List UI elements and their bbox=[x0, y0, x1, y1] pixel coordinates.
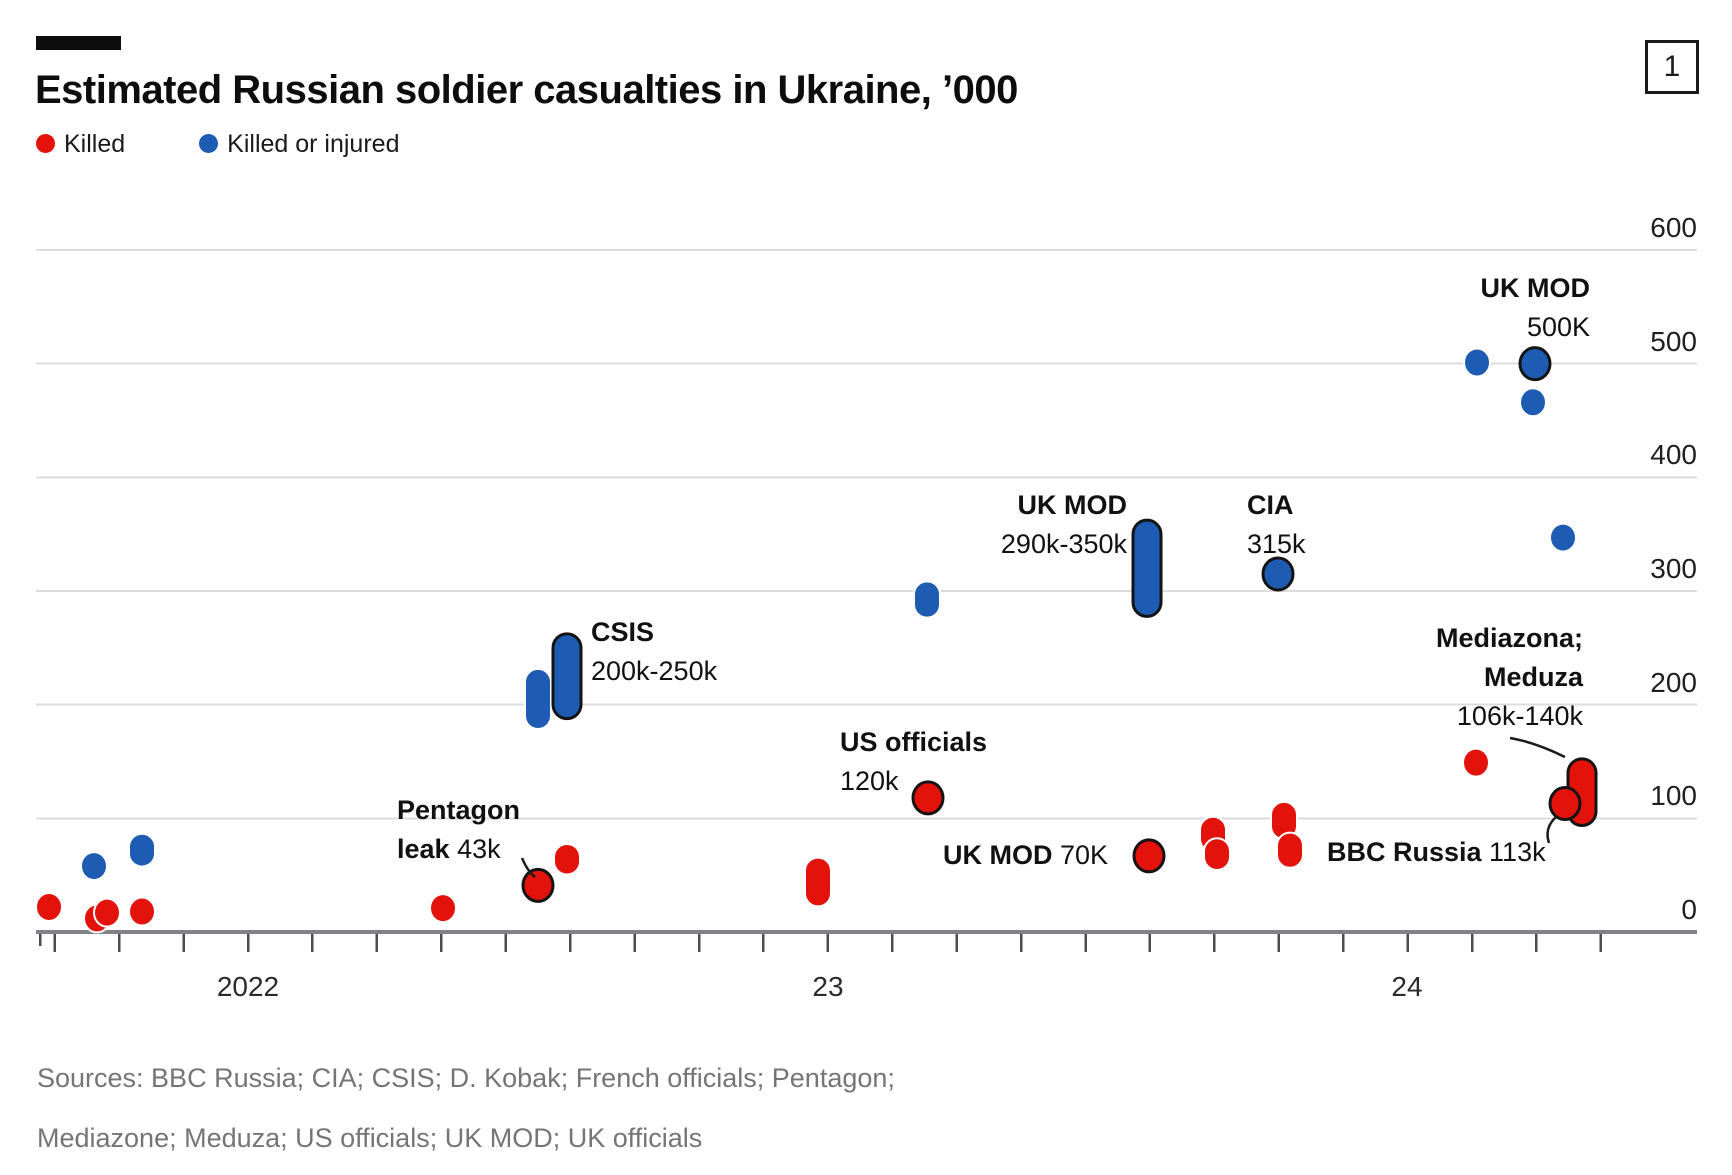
annotation-line: Mediazona; bbox=[1436, 619, 1583, 658]
sources-note: Sources: BBC Russia; CIA; CSIS; D. Kobak… bbox=[37, 1048, 895, 1168]
annotation-value-text: 120k bbox=[840, 766, 899, 796]
y-axis-label-300: 300 bbox=[1650, 552, 1697, 584]
legend-dot-icon bbox=[199, 134, 219, 153]
annotation-source-text: CIA bbox=[1247, 490, 1294, 520]
x-axis-label-2022: 2022 bbox=[216, 971, 280, 1002]
killed-or-injured-point-range-pill bbox=[524, 667, 552, 731]
footnote-marker: 1 bbox=[1663, 50, 1681, 83]
annotation-source-text: UK MOD bbox=[1480, 273, 1591, 303]
annotation-mediazona-meduza: Mediazona; Meduza 106k-140k bbox=[1436, 619, 1583, 736]
y-axis-label-600: 600 bbox=[1650, 211, 1697, 243]
annotation-value-text: 43k bbox=[457, 834, 501, 864]
chart-legend: Killed Killed or injured bbox=[36, 130, 400, 158]
legend-label: Killed bbox=[64, 130, 126, 158]
annotation-line: 106k-140k bbox=[1436, 697, 1583, 736]
annotation-line: Pentagon bbox=[397, 791, 520, 830]
sources-line-1: Sources: BBC Russia; CIA; CSIS; D. Kobak… bbox=[37, 1063, 895, 1093]
killed-point-pentagon-leak-43k-dot bbox=[521, 867, 555, 903]
annotation-line: CSIS bbox=[591, 613, 717, 652]
annotation-source-text: CSIS bbox=[591, 617, 655, 647]
killed-or-injured-point-dot bbox=[1549, 522, 1577, 553]
annotation-value-text: 500K bbox=[1526, 312, 1590, 342]
annotation-uk-mod-500k: UK MOD 500K bbox=[1481, 269, 1591, 347]
annotation-source-text: Mediazona; bbox=[1435, 623, 1583, 653]
annotation-source-text: UK MOD bbox=[943, 840, 1060, 870]
annotation-source-text: Meduza bbox=[1483, 662, 1583, 692]
killed-or-injured-point-dot bbox=[1463, 347, 1491, 378]
annotation-line: leak 43k bbox=[397, 830, 520, 869]
killed-point-dot bbox=[429, 893, 457, 924]
killed-point-uk-mod-70k-dot bbox=[1132, 838, 1166, 874]
legend-item-killed: Killed bbox=[36, 130, 126, 158]
annotation-source-text: BBC Russia bbox=[1327, 837, 1490, 867]
annotation-value-text: 200k-250k bbox=[591, 656, 718, 686]
annotation-line: UK MOD bbox=[1001, 486, 1128, 525]
annotation-value-text: 113k bbox=[1489, 837, 1546, 867]
annotation-line: 290k-350k bbox=[1001, 525, 1127, 564]
killed-point-range-pill bbox=[1276, 831, 1304, 869]
killed-point-range-pill bbox=[553, 842, 581, 876]
killed-point-bbc-russia-113k-dot bbox=[1548, 786, 1582, 822]
annotation-uk-mod-290-350: UK MOD 290k-350k bbox=[1001, 486, 1127, 564]
killed-point-dot bbox=[1462, 747, 1490, 778]
annotation-source-text: Pentagon bbox=[397, 795, 521, 825]
annotation-source-text: US officials bbox=[840, 727, 988, 757]
annotation-line: 120k bbox=[840, 762, 987, 801]
y-axis-label-0: 0 bbox=[1681, 894, 1697, 925]
legend-label: Killed or injured bbox=[227, 130, 400, 158]
killed-or-injured-point-dot bbox=[1519, 387, 1547, 418]
killed-or-injured-point-uk-mod-500k-dot bbox=[1518, 346, 1552, 382]
y-axis-label-200: 200 bbox=[1650, 666, 1697, 698]
annotation-line: 200k-250k bbox=[591, 652, 717, 691]
killed-or-injured-point-range-pill bbox=[128, 832, 156, 868]
killed-or-injured-point-csis-200k-250k-range-pill bbox=[551, 632, 583, 721]
killed-or-injured-point-uk-mod-290k-350k-range-pill bbox=[1131, 518, 1163, 618]
annotation-value-text: 70K bbox=[1060, 840, 1109, 870]
legend-item-killed-or-injured: Killed or injured bbox=[199, 130, 400, 158]
killed-or-injured-point-dot bbox=[80, 851, 108, 882]
annotation-csis: CSIS 200k-250k bbox=[591, 613, 717, 691]
legend-dot-icon bbox=[36, 134, 55, 153]
annotation-line: Meduza bbox=[1436, 658, 1583, 697]
annotation-line: US officials bbox=[840, 723, 987, 762]
killed-point-range-pill bbox=[804, 856, 832, 908]
leader-line-pentagon-leak bbox=[520, 857, 536, 879]
x-axis-label-24: 24 bbox=[1391, 971, 1423, 1002]
y-axis-label-100: 100 bbox=[1650, 780, 1697, 812]
killed-point-dot bbox=[128, 896, 156, 927]
leader-line-bbc-russia-113k bbox=[1546, 816, 1557, 844]
annotation-cia-315k: CIA 315k bbox=[1247, 486, 1306, 564]
annotation-line: UK MOD bbox=[1481, 269, 1591, 308]
annotation-source-text: UK MOD bbox=[1017, 490, 1128, 520]
killed-point-dot bbox=[93, 897, 121, 928]
annotation-line: BBC Russia 113k bbox=[1327, 833, 1546, 872]
annotation-value-text: 106k-140k bbox=[1456, 701, 1583, 731]
annotation-uk-mod-70k: UK MOD 70K bbox=[943, 836, 1108, 875]
x-axis-label-23: 23 bbox=[812, 971, 844, 1002]
footnote-marker-box: 1 bbox=[1645, 40, 1699, 94]
annotation-bbc-russia-113k: BBC Russia 113k bbox=[1327, 833, 1546, 872]
annotation-value-text: 290k-350k bbox=[1000, 529, 1127, 559]
killed-point-us-officials-120k-dot bbox=[911, 780, 945, 816]
killed-point-range-pill bbox=[1203, 837, 1231, 871]
annotation-pentagon-leak: Pentagon leak 43k bbox=[397, 791, 520, 869]
killed-point-dot bbox=[35, 891, 63, 922]
killed-or-injured-point-range-pill bbox=[913, 580, 941, 619]
annotation-value-text: 315k bbox=[1247, 529, 1306, 559]
annotation-line: 500K bbox=[1481, 308, 1590, 347]
annotation-line: UK MOD 70K bbox=[943, 836, 1108, 875]
leader-line-mediazona-meduza bbox=[1509, 736, 1566, 759]
killed-or-injured-point-cia-315k-dot bbox=[1261, 556, 1295, 592]
y-axis-label-500: 500 bbox=[1650, 325, 1697, 357]
annotation-source-text: leak bbox=[397, 834, 458, 864]
annotation-us-officials: US officials 120k bbox=[840, 723, 987, 801]
brand-bar bbox=[36, 36, 121, 50]
annotation-line: 315k bbox=[1247, 525, 1306, 564]
sources-line-2: Mediazone; Meduza; US officials; UK MOD;… bbox=[37, 1123, 703, 1153]
page-title: Estimated Russian soldier casualties in … bbox=[35, 68, 1018, 112]
annotation-line: CIA bbox=[1247, 486, 1306, 525]
y-axis-label-400: 400 bbox=[1650, 439, 1697, 471]
